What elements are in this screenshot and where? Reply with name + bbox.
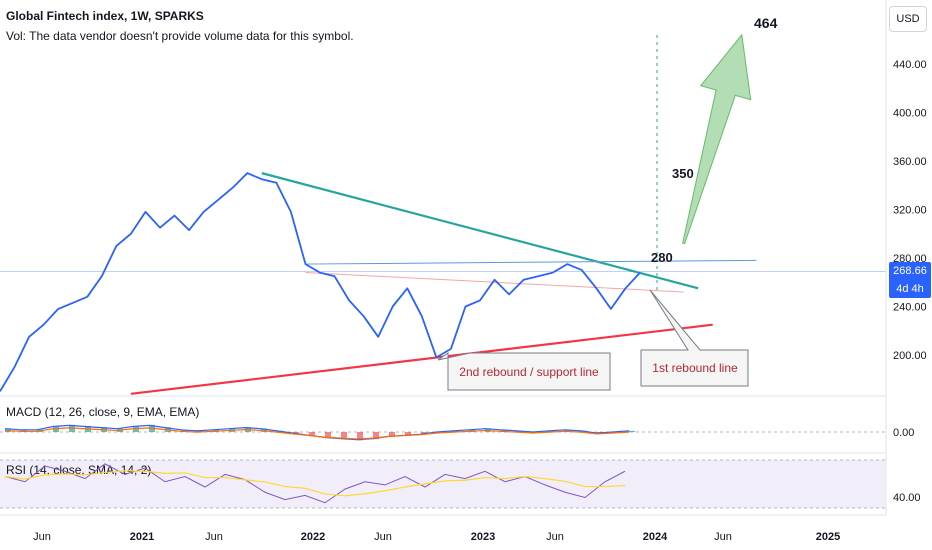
rsi-label: RSI (14, close, SMA, 14, 2) [6,463,151,477]
price-line [0,172,641,392]
rsi-pane: RSI (14, close, SMA, 14, 2) 40.00 [0,452,921,509]
macd-histogram-bar [309,432,315,436]
chart-title: Global Fintech index, 1W, SPARKS [6,9,204,23]
trendline-rebound [305,272,684,293]
grid [0,0,887,516]
projection-arrow [682,33,752,245]
x-tick-label: 2023 [471,531,495,543]
x-axis: Jun 2021 Jun 2022 Jun 2023 Jun 2024 Jun 2025 [33,531,840,543]
macd-histogram-bar [341,432,347,440]
x-tick-label: 2021 [130,531,154,543]
macd-histogram-bar [373,432,379,440]
macd-histogram-bar [325,432,331,438]
volume-note: Vol: The data vendor doesn't provide vol… [6,29,354,43]
macd-histogram-bar [629,430,635,432]
rsi-ma-line [4,470,626,497]
x-tick-label: 2024 [643,531,668,543]
callout-support-text: 2nd rebound / support line [459,365,599,379]
rsi-axis-value: 40.00 [893,492,921,504]
macd-histogram-bar [357,432,363,441]
main-pane [0,33,757,395]
y-tick-label: 320.00 [893,205,927,217]
x-tick-label: 2025 [816,531,840,543]
macd-label: MACD (12, 26, close, 9, EMA, EMA) [6,405,199,419]
level-280-label: 280 [651,250,673,265]
y-tick-label: 240.00 [893,302,927,314]
callout-rebound-text: 1st rebound line [652,361,738,375]
macd-histogram-bar [181,429,187,432]
x-tick-label: Jun [374,531,392,543]
y-tick-label: 440.00 [893,59,927,71]
currency-button[interactable]: USD [889,6,927,32]
macd-histogram-bar [565,429,571,432]
rsi-band [0,460,886,508]
target-label: 464 [754,15,778,31]
y-tick-label: 400.00 [893,108,927,120]
trendline-support [130,323,713,395]
macd-histogram-bar [501,429,507,432]
trendline-horizontal [305,259,757,265]
macd-histogram-bar [293,432,299,434]
y-tick-label: 200.00 [893,350,927,362]
x-tick-label: Jun [33,531,51,543]
macd-pane: MACD (12, 26, close, 9, EMA, EMA) 0.00 [0,395,914,441]
macd-signal-line [4,427,630,440]
annotations: 464 350 280 2nd rebound / support line 1st r… [437,15,778,391]
macd-histogram-bar [389,432,395,437]
price-badge-countdown: 4d 4h [896,283,924,295]
macd-axis-value: 0.00 [893,427,914,439]
x-tick-label: 2022 [301,531,325,543]
trendline-resistance [261,172,699,290]
level-350-label: 350 [672,166,694,181]
x-tick-label: Jun [714,531,732,543]
y-tick-label: 360.00 [893,156,927,168]
price-badge: 268.66 4d 4h [889,262,931,298]
price-badge-value: 268.66 [893,265,927,277]
macd-histogram-bar [405,432,411,436]
x-tick-label: Jun [205,531,223,543]
y-axis: 440.00400.00360.00320.00280.00240.00200.… [893,59,927,362]
callout-rebound-box [640,289,749,387]
callout-support-box [437,352,611,391]
x-tick-label: Jun [546,531,564,543]
